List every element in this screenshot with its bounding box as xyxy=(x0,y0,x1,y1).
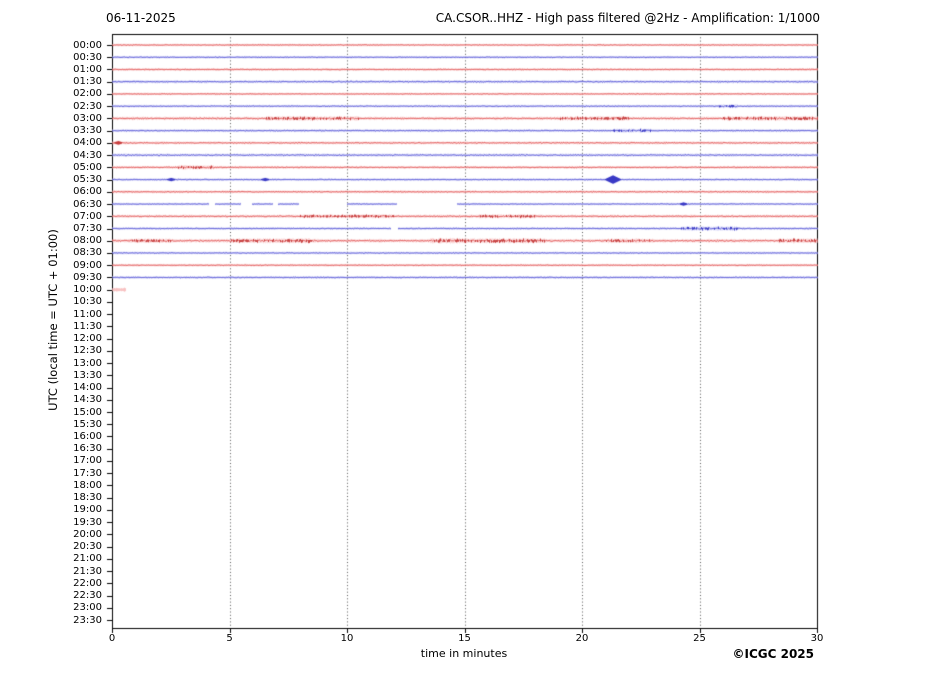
x-tick-label: 5 xyxy=(226,633,233,644)
y-tick-label: 01:00 xyxy=(73,63,102,75)
x-tick-label: 30 xyxy=(810,633,824,644)
y-tick-label: 15:00 xyxy=(73,406,102,418)
y-tick-label: 10:00 xyxy=(73,284,102,296)
x-tick-label: 20 xyxy=(575,633,589,644)
y-tick-label: 06:30 xyxy=(73,198,102,210)
y-tick-label: 18:00 xyxy=(73,479,102,491)
y-tick-label: 09:00 xyxy=(73,259,102,271)
y-tick-label: 15:30 xyxy=(73,418,102,430)
y-tick-label: 22:00 xyxy=(73,577,102,589)
y-tick-label: 02:30 xyxy=(73,100,102,112)
y-tick-label: 02:00 xyxy=(73,88,102,100)
y-tick-label: 07:00 xyxy=(73,210,102,222)
y-tick-label: 03:30 xyxy=(73,125,102,137)
y-tick-label: 23:30 xyxy=(73,614,102,626)
y-tick-label: 14:30 xyxy=(73,394,102,406)
x-tick-label: 0 xyxy=(108,633,116,644)
y-tick-label: 03:00 xyxy=(73,112,102,124)
y-tick-label: 05:30 xyxy=(73,174,102,186)
y-tick-label: 12:00 xyxy=(73,333,102,345)
y-tick-label: 21:30 xyxy=(73,565,102,577)
y-tick-label: 22:30 xyxy=(73,590,102,602)
y-tick-label: 09:30 xyxy=(73,271,102,283)
y-tick-label: 20:00 xyxy=(73,528,102,540)
y-tick-label: 00:30 xyxy=(73,51,102,63)
y-tick-label: 18:30 xyxy=(73,492,102,504)
copyright-label: ©ICGC 2025 xyxy=(732,647,814,661)
y-tick-label: 12:30 xyxy=(73,345,102,357)
y-tick-label: 16:30 xyxy=(73,443,102,455)
y-tick-label: 16:00 xyxy=(73,430,102,442)
y-tick-label: 01:30 xyxy=(73,76,102,88)
y-tick-label: 11:00 xyxy=(73,308,102,320)
x-tick-label: 15 xyxy=(458,633,471,644)
y-tick-label: 10:30 xyxy=(73,296,102,308)
y-tick-label: 06:00 xyxy=(73,186,102,198)
y-tick-label: 00:00 xyxy=(73,39,102,51)
x-tick-label: 10 xyxy=(340,633,354,644)
y-tick-label: 19:00 xyxy=(73,504,102,516)
x-tick-label: 25 xyxy=(693,633,706,644)
y-tick-label: 08:30 xyxy=(73,247,102,259)
y-tick-label: 20:30 xyxy=(73,541,102,553)
y-tick-label: 21:00 xyxy=(73,553,102,565)
y-tick-label: 13:00 xyxy=(73,357,102,369)
x-axis-label: time in minutes xyxy=(420,647,508,660)
y-tick-label: 13:30 xyxy=(73,369,102,381)
y-tick-label: 14:00 xyxy=(73,382,102,394)
y-tick-label: 07:30 xyxy=(73,223,102,234)
y-tick-label: 05:00 xyxy=(73,161,102,173)
y-tick-label: 19:30 xyxy=(73,516,102,528)
y-tick-label: 11:30 xyxy=(73,320,102,332)
y-tick-label: 23:00 xyxy=(73,602,102,614)
y-tick-label: 08:00 xyxy=(73,235,102,247)
y-tick-label: 04:30 xyxy=(73,149,102,161)
y-tick-label: 17:30 xyxy=(73,467,102,479)
y-tick-label: 04:00 xyxy=(73,137,102,149)
y-tick-label: 17:00 xyxy=(73,455,102,467)
